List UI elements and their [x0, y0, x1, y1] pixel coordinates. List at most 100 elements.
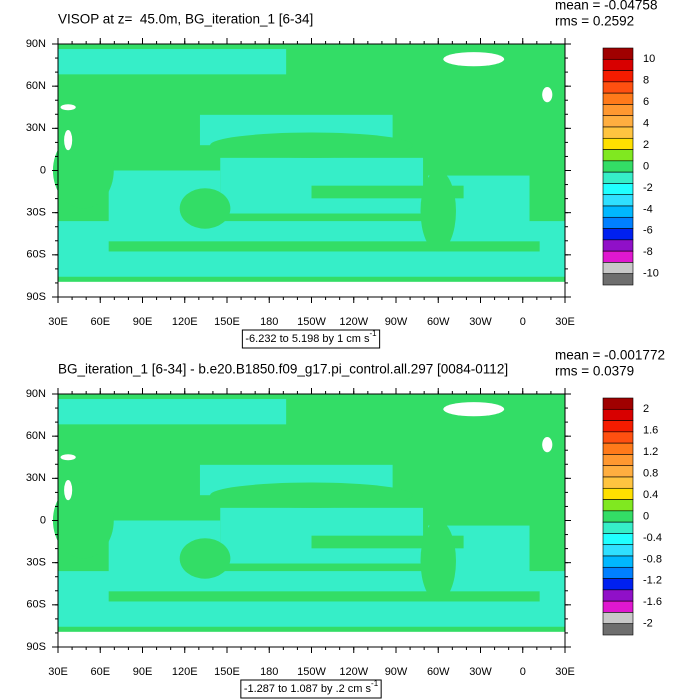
colorbar-box [602, 92, 634, 105]
lat-label: 90N [26, 388, 46, 400]
lon-label: 150E [214, 316, 240, 328]
lat-label: 30N [26, 122, 46, 134]
colorbar-box [602, 397, 634, 410]
colorbar-label: 4 [643, 118, 649, 130]
colorbar-label: -2 [643, 618, 653, 630]
colorbar-box [602, 408, 634, 421]
lon-label: 90W [385, 666, 408, 678]
colorbar-label: 8 [643, 75, 649, 87]
colorbar-label: 6 [643, 96, 649, 108]
colorbar-box [602, 262, 634, 275]
colorbar-box [602, 183, 634, 196]
colorbar-box [602, 216, 634, 229]
colorbar-label: 1.2 [643, 446, 658, 458]
contour-info: -1.287 to 1.087 by .2 cm s [244, 683, 372, 695]
colorbar-label: 10 [643, 53, 655, 65]
lon-label: 30E [48, 316, 68, 328]
colorbar-box [602, 442, 634, 455]
colorbar-box [602, 273, 634, 286]
mean-label: mean = -0.001772 [555, 348, 665, 363]
lon-label: 90E [133, 666, 153, 678]
lon-label: 60W [427, 666, 450, 678]
lat-label: 60S [26, 249, 46, 261]
map-panel [52, 43, 566, 298]
lat-label: 60N [26, 80, 46, 92]
lat-label: 60S [26, 599, 46, 611]
colorbar-label: 0 [643, 160, 649, 172]
lon-label: 150E [214, 666, 240, 678]
colorbar-box [602, 476, 634, 489]
colorbar-box [602, 623, 634, 636]
lat-label: 90N [26, 38, 46, 50]
land-region [52, 482, 114, 559]
lon-label: 30E [555, 316, 575, 328]
colorbar-box [602, 137, 634, 150]
lon-label: 0 [520, 666, 526, 678]
colorbar-label: 2 [643, 403, 649, 415]
ice-region [60, 454, 76, 461]
ocean-region [58, 399, 287, 425]
ocean-region [108, 241, 540, 252]
colorbar-box [602, 104, 634, 117]
mean-label: mean = -0.04758 [555, 0, 657, 13]
colorbar-label: 0.4 [643, 489, 658, 501]
colorbar-label: -4 [643, 203, 653, 215]
colorbar-box [602, 533, 634, 546]
lon-label: 30W [469, 666, 492, 678]
rms-label: rms = 0.0379 [555, 364, 634, 379]
lon-label: 30E [48, 666, 68, 678]
lon-label: 90W [385, 316, 408, 328]
panel-title: VISOP at z= 45.0m, BG_iteration_1 [6-34] [58, 12, 313, 27]
colorbar-label: -2 [643, 182, 653, 194]
lon-label: 30W [469, 316, 492, 328]
colorbar-box [602, 454, 634, 467]
lat-label: 60N [26, 430, 46, 442]
panel-title: BG_iteration_1 [6-34] - b.e20.B1850.f09_… [58, 362, 508, 377]
lon-label: 90E [133, 316, 153, 328]
contour-info-box [241, 329, 381, 349]
colorbar-box [602, 499, 634, 512]
colorbar-box [602, 431, 634, 444]
colorbar-label: 0.8 [643, 468, 658, 480]
colorbar-box [602, 47, 634, 60]
land-region [179, 188, 231, 229]
lon-label: 120W [339, 316, 368, 328]
colorbar-box [602, 250, 634, 263]
land-region [52, 132, 114, 209]
colorbar-label: -6 [643, 225, 653, 237]
colorbar-label: 1.6 [643, 425, 658, 437]
colorbar-box [602, 612, 634, 625]
colorbar-box [602, 228, 634, 241]
lon-label: 150W [297, 316, 326, 328]
colorbar-box [602, 555, 634, 568]
colorbar-box [602, 171, 634, 184]
colorbar-label: 2 [643, 139, 649, 151]
ice-region [443, 52, 505, 67]
lon-label: 0 [520, 316, 526, 328]
lat-label: 30S [26, 207, 46, 219]
colorbar-label: -0.4 [643, 532, 662, 544]
colorbar-box [602, 194, 634, 207]
ocean-region [58, 49, 287, 75]
contour-info-exponent: -1 [370, 329, 378, 338]
colorbar-box [602, 521, 634, 534]
lon-label: 120E [172, 316, 198, 328]
colorbar-box [602, 544, 634, 557]
lat-label: 90S [26, 641, 46, 653]
colorbar-box [602, 578, 634, 591]
lon-label: 60W [427, 316, 450, 328]
colorbar-box [602, 160, 634, 173]
colorbar-box [602, 81, 634, 94]
colorbar-box [602, 465, 634, 478]
lat-label: 90S [26, 291, 46, 303]
map-panel [52, 393, 566, 648]
contour-info: -6.232 to 5.198 by 1 cm s [245, 333, 370, 345]
land-region [210, 482, 413, 508]
colorbar-box [602, 126, 634, 139]
colorbar-label: -1.2 [643, 575, 662, 587]
colorbar-box [602, 487, 634, 500]
contour-info-box [240, 679, 382, 699]
land-region [179, 538, 231, 579]
colorbar-box [602, 115, 634, 128]
lon-label: 150W [297, 666, 326, 678]
